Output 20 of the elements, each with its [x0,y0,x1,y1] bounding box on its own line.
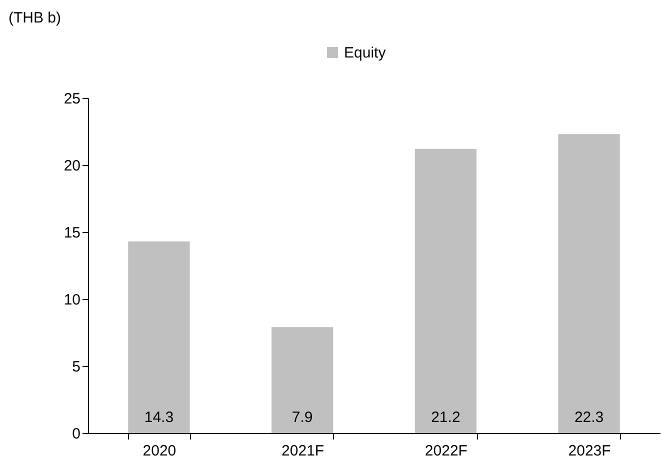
x-tick-label: 2021F [282,442,324,460]
data-label: 7.9 [292,409,313,426]
y-tick-label: 5 [72,358,80,376]
data-label: 22.3 [574,409,604,426]
y-tick-label: 15 [64,224,80,242]
bar [272,327,334,433]
x-tick-label: 2022F [424,442,468,460]
y-tick-label: 10 [64,292,80,308]
data-label: 14.3 [144,409,174,426]
data-label: 21.2 [431,409,460,426]
y-tick-label: 20 [64,158,80,174]
y-axis-title: (THB b) [8,10,62,26]
y-tick-label: 25 [64,90,80,108]
bar [128,241,190,433]
y-tick-label: 0 [72,426,80,442]
x-tick-label: 2020 [142,442,176,460]
bar [414,148,476,433]
legend-label: Equity [344,44,386,62]
bar [558,134,620,433]
x-tick-label: 2023F [568,442,611,460]
